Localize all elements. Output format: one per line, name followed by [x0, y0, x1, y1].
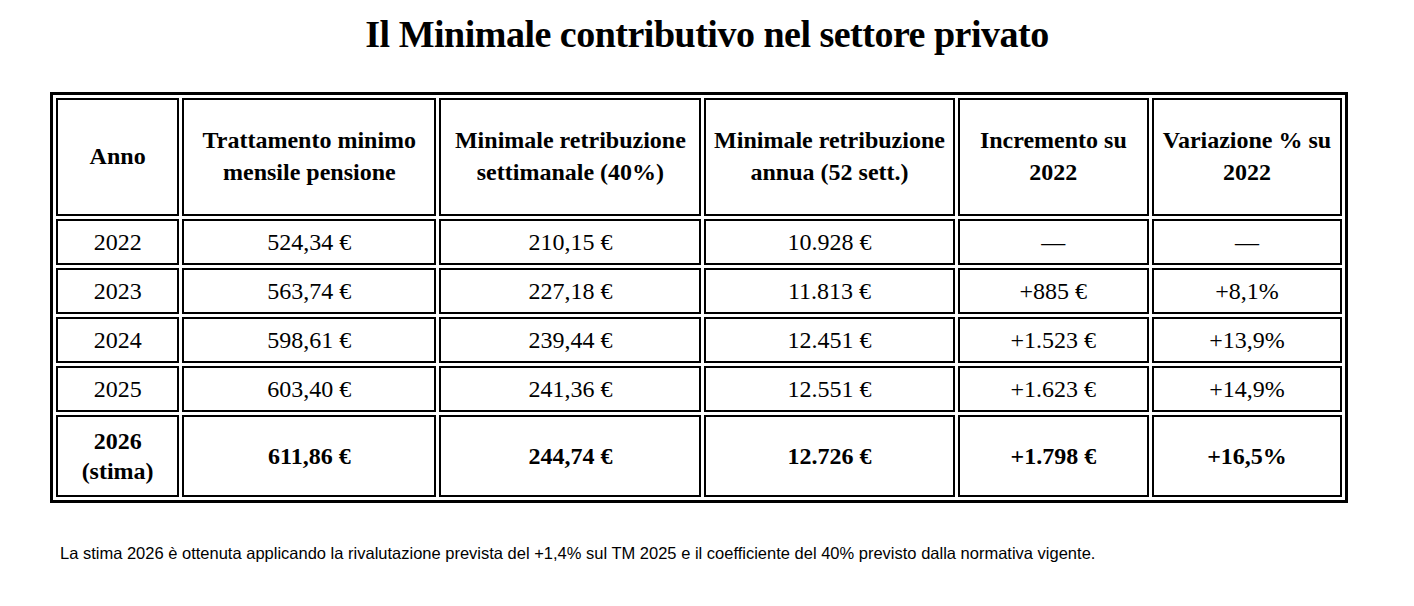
table-row-2023: 2023 563,74 € 227,18 € 11.813 € +885 € +… — [56, 268, 1342, 314]
column-header-minimale-annua: Minimale retribuzione annua (52 sett.) — [704, 98, 954, 216]
table-row-2025: 2025 603,40 € 241,36 € 12.551 € +1.623 €… — [56, 366, 1342, 412]
minimale-settimanale-value: 239,44 € — [439, 317, 701, 363]
minimale-settimanale-value: 244,74 € — [439, 415, 701, 497]
minimale-annua-value: 10.928 € — [704, 219, 954, 265]
minimale-settimanale-value: 210,15 € — [439, 219, 701, 265]
column-header-trattamento-minimo: Trattamento minimo mensile pensione — [182, 98, 436, 216]
table-header-row: Anno Trattamento minimo mensile pensione… — [56, 98, 1342, 216]
variazione-value: — — [1152, 219, 1342, 265]
column-header-incremento: Incremento su 2022 — [958, 98, 1149, 216]
year-cell: 2024 — [56, 317, 179, 363]
incremento-value: +1.623 € — [958, 366, 1149, 412]
trattamento-minimo-value: 611,86 € — [182, 415, 436, 497]
trattamento-minimo-value: 524,34 € — [182, 219, 436, 265]
trattamento-minimo-value: 563,74 € — [182, 268, 436, 314]
minimale-annua-value: 12.451 € — [704, 317, 954, 363]
minimale-annua-value: 12.726 € — [704, 415, 954, 497]
year-cell: 2023 — [56, 268, 179, 314]
minimale-annua-value: 12.551 € — [704, 366, 954, 412]
footnote-text: La stima 2026 è ottenuta applicando la r… — [60, 539, 1295, 567]
trattamento-minimo-value: 598,61 € — [182, 317, 436, 363]
incremento-value: +1.798 € — [958, 415, 1149, 497]
trattamento-minimo-value: 603,40 € — [182, 366, 436, 412]
incremento-value: +885 € — [958, 268, 1149, 314]
table-row-2026-stima: 2026 (stima) 611,86 € 244,74 € 12.726 € … — [56, 415, 1342, 497]
contribution-minimum-table: Anno Trattamento minimo mensile pensione… — [50, 92, 1348, 503]
year-cell: 2025 — [56, 366, 179, 412]
incremento-value: +1.523 € — [958, 317, 1149, 363]
variazione-value: +8,1% — [1152, 268, 1342, 314]
variazione-value: +13,9% — [1152, 317, 1342, 363]
incremento-value: — — [958, 219, 1149, 265]
table-row-2022: 2022 524,34 € 210,15 € 10.928 € — — — [56, 219, 1342, 265]
document-page: Il Minimale contributivo nel settore pri… — [0, 12, 1414, 606]
table-row-2024: 2024 598,61 € 239,44 € 12.451 € +1.523 €… — [56, 317, 1342, 363]
minimale-settimanale-value: 227,18 € — [439, 268, 701, 314]
minimale-settimanale-value: 241,36 € — [439, 366, 701, 412]
minimale-annua-value: 11.813 € — [704, 268, 954, 314]
column-header-minimale-settimanale: Minimale retribuzione settimanale (40%) — [439, 98, 701, 216]
column-header-variazione: Variazione % su 2022 — [1152, 98, 1342, 216]
column-header-anno: Anno — [56, 98, 179, 216]
year-cell: 2022 — [56, 219, 179, 265]
variazione-value: +14,9% — [1152, 366, 1342, 412]
variazione-value: +16,5% — [1152, 415, 1342, 497]
page-title: Il Minimale contributivo nel settore pri… — [0, 12, 1414, 56]
year-cell: 2026 (stima) — [56, 415, 179, 497]
